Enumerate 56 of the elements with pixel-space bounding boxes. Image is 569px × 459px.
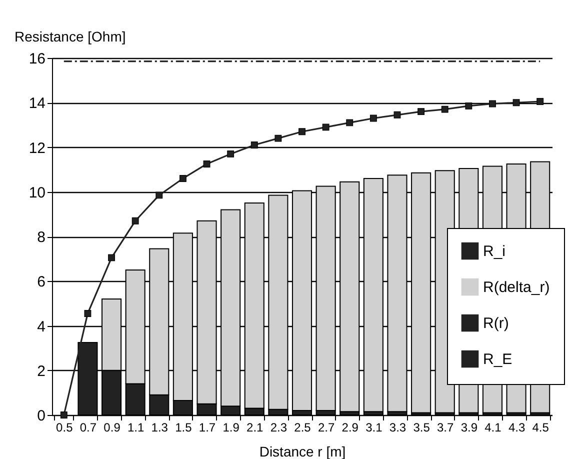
x-tick-label: 2.9 bbox=[342, 420, 359, 434]
point bbox=[179, 175, 186, 182]
point bbox=[322, 124, 330, 131]
x-tick-label: 4.5 bbox=[532, 420, 550, 434]
x-tick-label: 1.5 bbox=[175, 420, 192, 434]
point bbox=[250, 142, 258, 148]
point bbox=[489, 100, 496, 108]
y-tick-label: 10 bbox=[28, 184, 46, 202]
point bbox=[418, 108, 425, 116]
point bbox=[465, 102, 472, 110]
y-axis-title: Resistance [Ohm] bbox=[14, 28, 126, 44]
y-tick-label: 14 bbox=[28, 95, 46, 112]
point bbox=[536, 98, 544, 105]
point bbox=[441, 106, 448, 113]
point bbox=[370, 114, 377, 122]
point bbox=[274, 134, 282, 142]
y-tick-label: 16 bbox=[28, 50, 46, 68]
y-tick-label: 6 bbox=[37, 274, 46, 291]
x-tick-label: 4.1 bbox=[484, 420, 502, 434]
x-tick-label: 1.1 bbox=[127, 420, 144, 434]
x-tick-label: 0.9 bbox=[104, 420, 121, 434]
y-tick-label: 8 bbox=[37, 229, 46, 246]
x-tick-label: 1.3 bbox=[151, 420, 168, 434]
x-tick-label: 3.1 bbox=[366, 420, 383, 434]
point bbox=[394, 111, 401, 118]
x-tick-label: 0.5 bbox=[56, 420, 74, 434]
y-tick-label: 2 bbox=[37, 362, 46, 380]
y-tick-label: 4 bbox=[37, 318, 46, 336]
legend-label: R_i bbox=[483, 243, 506, 260]
y-tick-label: 12 bbox=[28, 140, 46, 157]
x-tick-label: 2.1 bbox=[246, 420, 264, 434]
point bbox=[512, 99, 520, 106]
x-tick-label: 3.3 bbox=[389, 420, 406, 434]
x-tick-label: 2.5 bbox=[294, 420, 312, 434]
x-tick-label: 4.3 bbox=[508, 420, 526, 434]
point bbox=[156, 192, 163, 199]
legend-label: R_E bbox=[483, 351, 512, 368]
point bbox=[298, 128, 306, 136]
point bbox=[132, 217, 139, 224]
x-tick-label: 3.7 bbox=[437, 420, 454, 434]
x-tick-label: 2.3 bbox=[270, 420, 288, 434]
x-tick-label: 0.7 bbox=[80, 420, 97, 434]
x-tick-label: 3.9 bbox=[460, 420, 478, 434]
legend-label: R(r) bbox=[483, 315, 509, 332]
x-tick-label: 1.7 bbox=[198, 420, 216, 434]
point bbox=[84, 310, 92, 317]
x-tick-label: 2.7 bbox=[318, 420, 335, 434]
point bbox=[227, 150, 234, 158]
point bbox=[60, 412, 68, 418]
legend-label: R(delta_r) bbox=[483, 279, 550, 296]
y-tick-label: 0 bbox=[37, 408, 46, 424]
point bbox=[108, 254, 115, 262]
point bbox=[203, 160, 210, 168]
point bbox=[346, 119, 354, 126]
x-tick-label: 3.5 bbox=[413, 420, 430, 434]
x-tick-label: 1.9 bbox=[222, 420, 240, 434]
